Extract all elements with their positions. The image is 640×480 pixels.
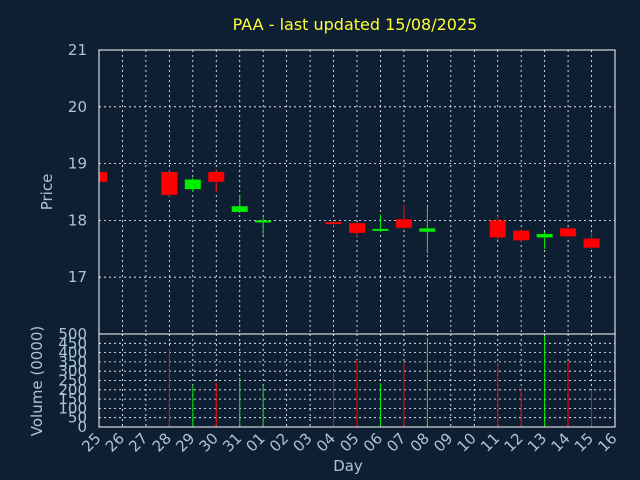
volume-tick-label: 250 <box>58 372 87 390</box>
candle-body <box>419 228 436 232</box>
candle-body <box>349 223 365 233</box>
candle-body <box>184 179 201 190</box>
volume-tick-label: 450 <box>58 334 87 352</box>
candle-body <box>583 238 600 248</box>
candle-body <box>325 222 342 225</box>
candle-body <box>372 228 389 231</box>
volume-axis-label: Volume (0000) <box>28 326 46 436</box>
volume-frame <box>98 333 616 428</box>
price-tick-label: 18 <box>68 211 87 229</box>
candle-body <box>513 230 530 241</box>
candle-body <box>560 228 577 237</box>
candle-body <box>255 220 272 223</box>
volume-tick-label: 350 <box>58 353 87 371</box>
volume-tick-label: 200 <box>58 381 87 399</box>
volume-tick-label: 300 <box>58 362 87 380</box>
candle-body <box>536 234 553 238</box>
candle-body <box>395 219 412 228</box>
candle-body <box>231 206 248 212</box>
candle-body <box>489 220 506 238</box>
volume-tick-label: 50 <box>68 409 87 427</box>
price-tick-label: 20 <box>68 98 87 116</box>
candle-body <box>208 172 225 182</box>
price-panel: 17 18 19 20 21 <box>68 41 616 335</box>
volume-tick-label: 100 <box>58 399 87 417</box>
volume-tick-label: 0 <box>77 418 87 436</box>
price-tick-label: 21 <box>68 41 87 59</box>
x-tick-labels: 2526272829303101020304050607080910111213… <box>78 429 620 455</box>
price-tick-label: 17 <box>68 268 87 286</box>
chart-title: PAA - last updated 15/08/2025 <box>233 15 478 34</box>
candle-body <box>99 172 107 182</box>
price-tick-label: 19 <box>68 155 87 173</box>
volume-tick-label: 400 <box>58 344 87 362</box>
candle-body <box>161 172 178 195</box>
volume-tick-label: 500 <box>58 325 87 343</box>
volume-tick-label: 150 <box>58 390 87 408</box>
price-axis-label: Price <box>38 174 56 211</box>
x-axis-label: Day <box>333 457 363 475</box>
